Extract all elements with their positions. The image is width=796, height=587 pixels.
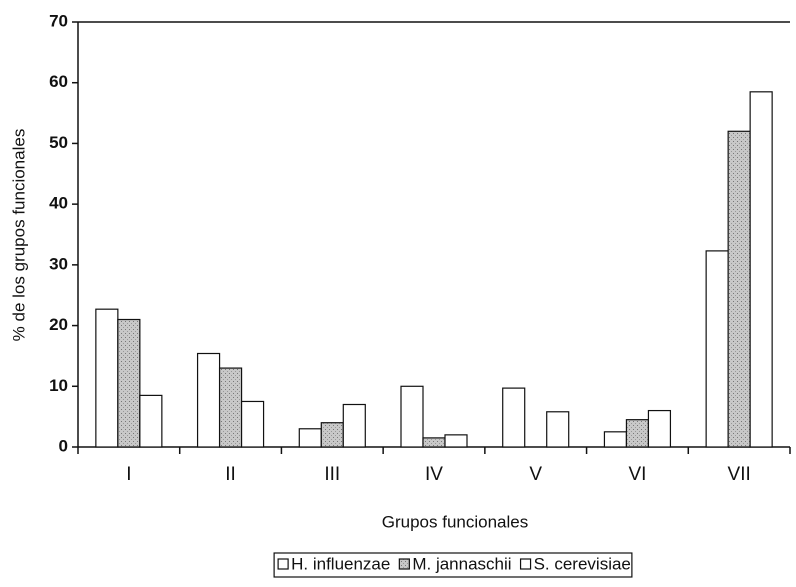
- y-tick-label: 10: [49, 376, 68, 395]
- bar: [749, 91, 773, 448]
- legend-label: H. influenzae: [291, 554, 390, 573]
- bar: [139, 394, 163, 448]
- y-axis-label: % de los grupos funcionales: [9, 129, 28, 342]
- x-tick-label: I: [126, 464, 131, 485]
- bar: [117, 318, 141, 448]
- bar: [502, 387, 526, 448]
- bar: [444, 434, 468, 448]
- y-tick-label: 20: [49, 315, 68, 334]
- bar: [705, 250, 729, 448]
- x-tick-label: VI: [628, 464, 646, 485]
- bar: [400, 385, 424, 448]
- bar: [298, 428, 322, 448]
- y-tick-label: 30: [49, 254, 68, 273]
- bar: [196, 352, 221, 448]
- bar: [218, 367, 243, 448]
- bar: [603, 431, 628, 448]
- bar: [240, 400, 265, 448]
- legend-box: [273, 552, 633, 578]
- bar: [727, 130, 751, 448]
- x-tick-label: VII: [728, 464, 751, 485]
- bar: [647, 409, 672, 448]
- x-tick-label: V: [529, 464, 542, 485]
- y-tick-label: 60: [49, 72, 68, 91]
- x-tick-label: II: [225, 464, 236, 485]
- x-tick-label: III: [324, 464, 340, 485]
- legend-swatch: [398, 558, 410, 570]
- y-tick-label: 0: [59, 436, 68, 455]
- legend-label: M. jannaschii: [412, 554, 511, 573]
- bar: [320, 422, 344, 448]
- y-tick-label: 50: [49, 133, 68, 152]
- x-tick-label: IV: [425, 464, 443, 485]
- legend: H. influenzae M. jannaschii S. cerevisiae: [273, 552, 633, 578]
- bar: [625, 419, 650, 448]
- x-axis-label: Grupos funcionales: [382, 512, 528, 531]
- bar: [95, 308, 119, 448]
- bar: [422, 437, 446, 448]
- legend-swatch: [277, 558, 289, 570]
- bar: [546, 411, 570, 448]
- bar: [342, 403, 366, 448]
- y-tick-label: 70: [49, 11, 68, 30]
- legend-swatch: [519, 558, 532, 570]
- legend-label: S. cerevisiae: [534, 554, 631, 573]
- y-tick-label: 40: [49, 194, 68, 213]
